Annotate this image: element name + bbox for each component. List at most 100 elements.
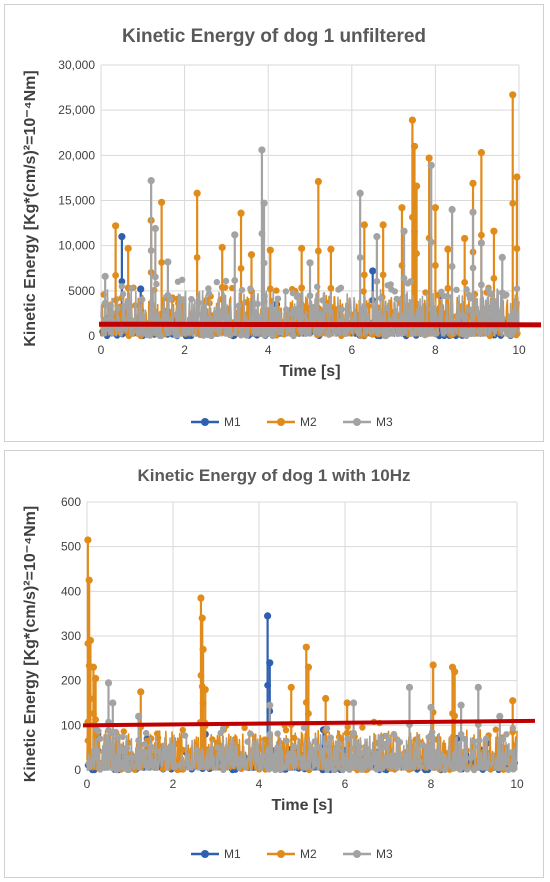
data-point bbox=[97, 735, 104, 742]
data-point bbox=[309, 750, 316, 757]
data-point bbox=[178, 296, 185, 304]
peak-point bbox=[158, 198, 166, 206]
data-point bbox=[387, 759, 395, 766]
data-point bbox=[377, 316, 384, 323]
data-point bbox=[367, 755, 374, 762]
data-point bbox=[184, 329, 192, 336]
peak-point bbox=[218, 243, 226, 252]
legend-label-M3: M3 bbox=[376, 415, 393, 429]
data-point bbox=[324, 740, 332, 747]
data-point bbox=[205, 761, 212, 769]
data-point bbox=[421, 327, 428, 334]
data-point bbox=[461, 735, 469, 743]
peak-point bbox=[151, 224, 159, 233]
data-point bbox=[335, 746, 342, 754]
data-point bbox=[193, 754, 200, 761]
data-point bbox=[208, 332, 215, 339]
legend: M1 M2 M3 bbox=[191, 415, 393, 429]
x-axis-title: Time [s] bbox=[271, 797, 332, 814]
data-point bbox=[164, 291, 172, 299]
data-point bbox=[188, 296, 195, 303]
data-point bbox=[181, 732, 189, 739]
data-point bbox=[507, 331, 514, 339]
data-point bbox=[269, 332, 276, 340]
y-tick-label: 200 bbox=[61, 674, 81, 688]
peak-point bbox=[513, 173, 521, 181]
x-tick-label: 6 bbox=[348, 343, 355, 357]
data-point bbox=[179, 726, 186, 734]
peak-point bbox=[258, 146, 266, 154]
x-axis-title: Time [s] bbox=[279, 363, 340, 380]
data-point bbox=[400, 274, 408, 282]
data-point bbox=[300, 724, 308, 731]
data-point bbox=[359, 724, 366, 731]
data-point bbox=[325, 331, 333, 338]
data-point bbox=[490, 274, 498, 282]
peak-point bbox=[135, 712, 143, 720]
data-point bbox=[427, 238, 435, 246]
data-point bbox=[119, 733, 126, 741]
data-point bbox=[205, 290, 213, 297]
y-axis-title: Kinetic Energy [Kg*(cm/s)²=10⁻⁴Nm] bbox=[22, 506, 39, 782]
data-point bbox=[276, 310, 283, 318]
data-point bbox=[360, 271, 368, 279]
peak-point bbox=[405, 683, 414, 691]
data-point bbox=[298, 284, 306, 292]
peak-point bbox=[137, 285, 145, 293]
peak-point bbox=[109, 699, 117, 707]
data-point bbox=[335, 740, 342, 747]
peak-point bbox=[427, 161, 435, 169]
series-M3 bbox=[85, 679, 518, 774]
data-point bbox=[171, 763, 178, 771]
chart-panel-10hz: Kinetic Energy of dog 1 with 10Hz 0 100 20… bbox=[4, 450, 544, 878]
y-tick-label: 600 bbox=[61, 495, 81, 509]
series-M3 bbox=[100, 146, 521, 340]
data-point bbox=[323, 303, 330, 310]
data-point bbox=[167, 750, 174, 758]
x-tick-label: 4 bbox=[256, 777, 263, 791]
data-point bbox=[342, 330, 349, 337]
x-tick-label: 10 bbox=[512, 343, 526, 357]
peak-point bbox=[477, 149, 485, 157]
data-point bbox=[461, 278, 469, 286]
data-point bbox=[238, 286, 246, 294]
data-point bbox=[378, 739, 385, 746]
data-point bbox=[385, 753, 392, 760]
legend-marker-M2 bbox=[277, 418, 285, 426]
chart-title: Kinetic Energy of dog 1 with 10Hz bbox=[138, 466, 411, 485]
data-point bbox=[463, 286, 470, 293]
data-point bbox=[409, 330, 416, 337]
peak-point bbox=[101, 272, 109, 280]
data-point bbox=[270, 313, 277, 320]
peak-point bbox=[89, 663, 98, 671]
data-point bbox=[416, 758, 423, 765]
data-point bbox=[441, 757, 448, 765]
data-point bbox=[390, 730, 398, 738]
data-point bbox=[167, 742, 174, 750]
data-point bbox=[507, 749, 514, 756]
data-point bbox=[373, 750, 380, 758]
peak-point bbox=[85, 576, 93, 584]
data-point bbox=[200, 310, 207, 317]
data-point bbox=[244, 738, 251, 745]
peak-point bbox=[425, 154, 433, 162]
peak-point bbox=[118, 233, 126, 241]
peak-point bbox=[429, 661, 437, 669]
peak-point bbox=[448, 205, 456, 214]
data-point bbox=[146, 758, 153, 765]
data-point bbox=[483, 735, 490, 742]
data-point bbox=[152, 747, 159, 755]
peak-point bbox=[410, 142, 419, 150]
data-point bbox=[432, 262, 439, 269]
chart-unfiltered: Kinetic Energy of dog 1 unfiltered 0 5000… bbox=[22, 26, 542, 429]
data-point bbox=[93, 747, 100, 754]
peak-point bbox=[237, 209, 245, 217]
x-tick-label: 0 bbox=[98, 343, 105, 357]
data-point bbox=[330, 766, 338, 774]
data-point bbox=[272, 758, 279, 766]
data-point bbox=[205, 285, 212, 292]
data-point bbox=[186, 764, 193, 771]
data-point bbox=[237, 332, 245, 339]
data-point bbox=[490, 315, 497, 322]
data-point bbox=[350, 729, 357, 737]
